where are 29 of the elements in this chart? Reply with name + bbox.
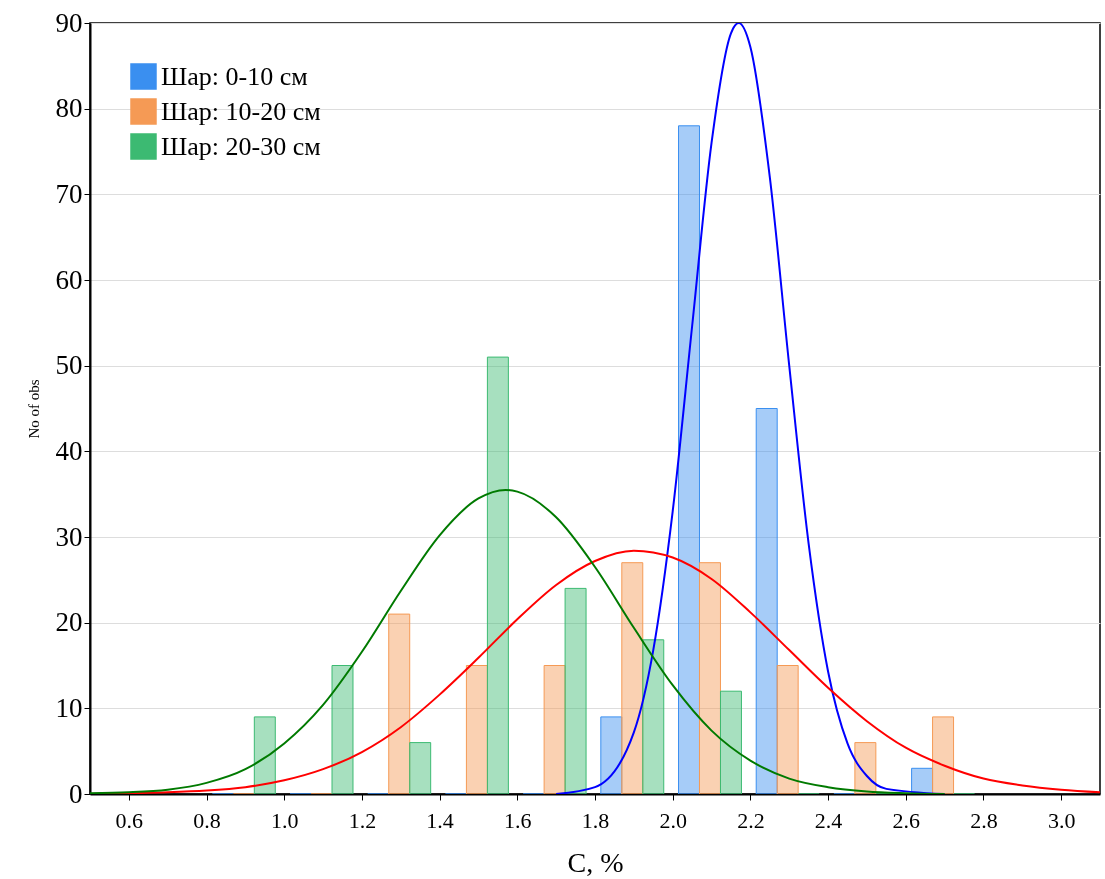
x-axis-title: C, % <box>567 846 624 878</box>
legend-label: Шар: 20-30 см <box>161 131 321 161</box>
x-tick-label: 1.8 <box>581 807 610 833</box>
x-tick-label: 0.8 <box>193 807 221 833</box>
y-tick-label: 40 <box>55 435 83 466</box>
x-tick-label: 1.0 <box>270 807 299 833</box>
legend-label: Шар: 10-20 см <box>161 96 321 126</box>
x-tick-label: 2.4 <box>814 807 843 833</box>
x-tick-label: 1.6 <box>504 807 532 833</box>
y-tick-label: 0 <box>69 778 83 809</box>
y-tick-label: 60 <box>55 264 83 295</box>
y-tick-label: 90 <box>55 7 83 38</box>
y-tick-label: 50 <box>55 350 83 381</box>
x-tick-label: 2.0 <box>659 807 687 833</box>
x-tick-label: 1.4 <box>426 807 454 833</box>
y-tick-label: 30 <box>55 521 83 552</box>
y-tick-label: 70 <box>55 178 83 209</box>
x-tick-label: 2.8 <box>970 807 998 833</box>
y-tick-label: 10 <box>55 692 83 723</box>
x-tick-label: 3.0 <box>1047 807 1076 833</box>
x-tick-label: 2.2 <box>737 807 765 833</box>
y-axis-title: No of obs <box>25 379 42 439</box>
x-tick-label: 1.2 <box>348 807 377 833</box>
y-tick-label: 20 <box>55 607 83 638</box>
x-tick-label: 2.6 <box>892 807 921 833</box>
x-tick-label: 0.6 <box>115 807 144 833</box>
legend-label: Шар: 0-10 см <box>161 61 308 91</box>
y-tick-label: 80 <box>55 93 83 124</box>
line-series <box>90 488 946 794</box>
